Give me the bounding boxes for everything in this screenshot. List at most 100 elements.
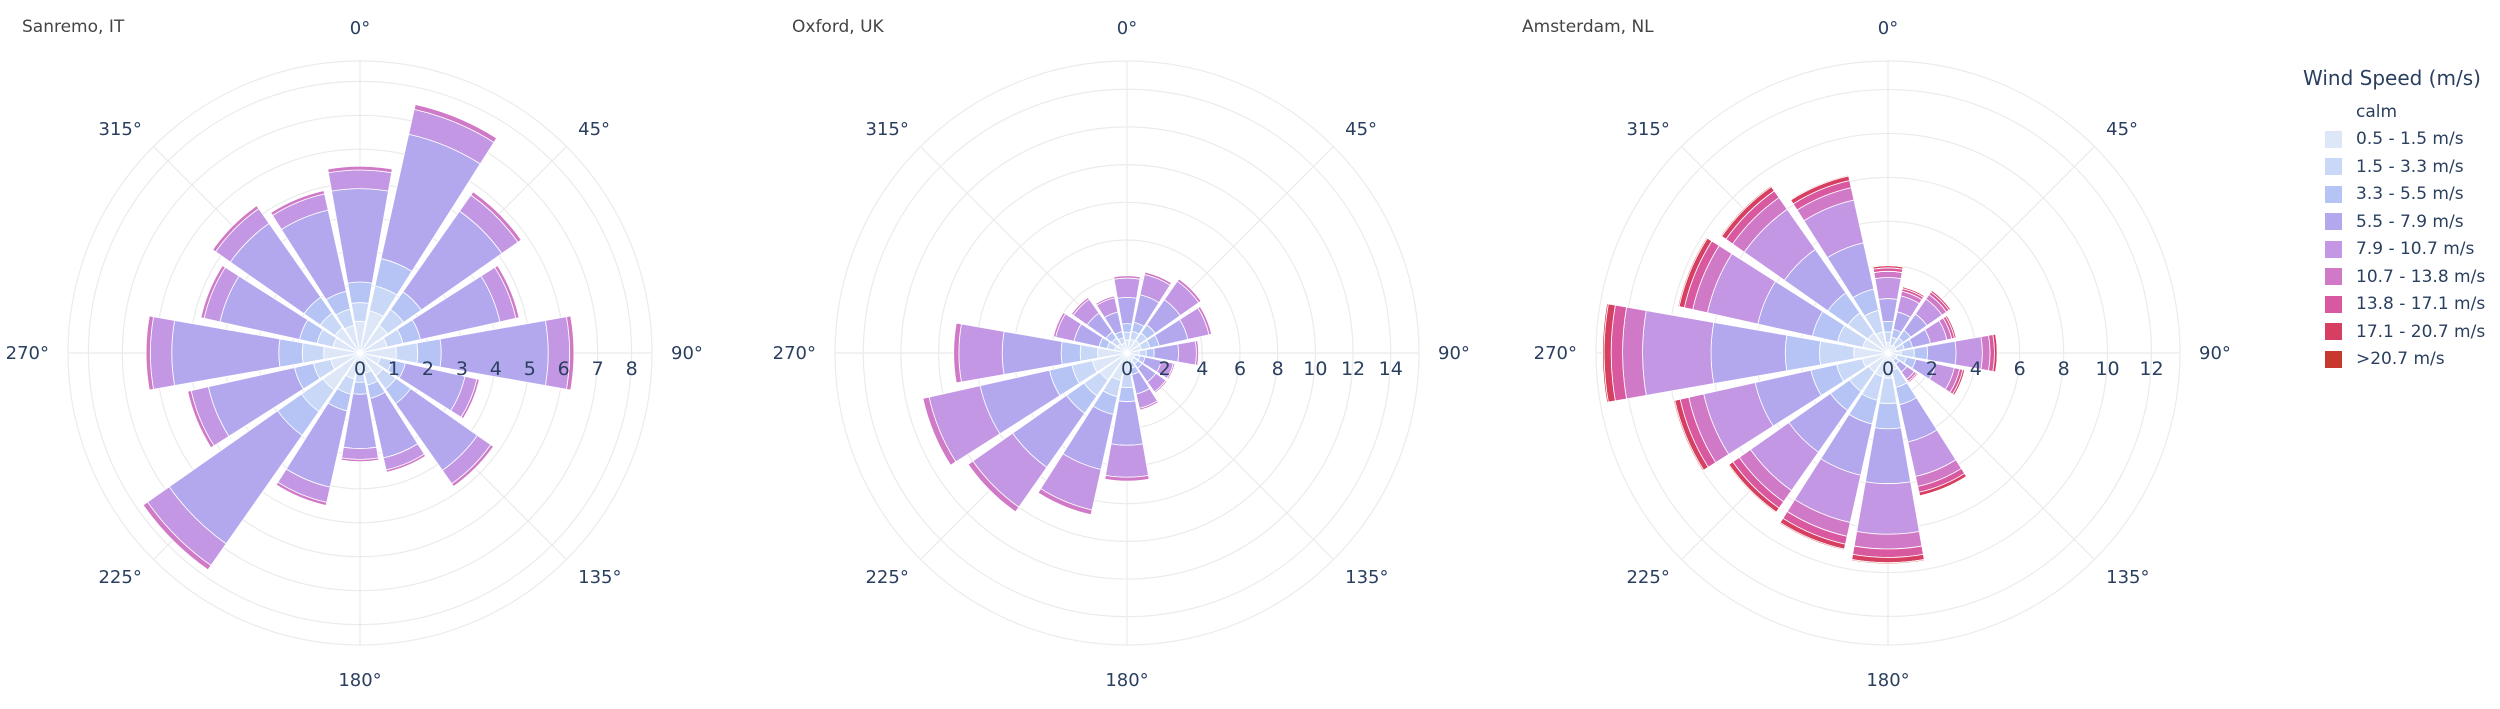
angular-tick-label: 135° [578, 567, 621, 588]
legend-label: 10.7 - 13.8 m/s [2356, 266, 2486, 287]
angular-tick-label: 225° [865, 567, 908, 588]
wind-bar-segment [1118, 386, 1136, 403]
wind-bar-segment [1779, 522, 1845, 551]
wind-bar-segment [1052, 312, 1066, 338]
wind-bar-segment [1060, 341, 1082, 365]
wind-bar-segment [278, 338, 304, 368]
wind-bar-segment [1980, 334, 1991, 372]
wind-bar-segment [1874, 402, 1902, 430]
wind-bar-segment [1110, 400, 1144, 446]
polar-subplot-1: 0 2 4 6 8 10 12 14 0° 45° 90° 135° 180° 225° 270° 315° [773, 18, 1470, 691]
wind-bar-segment [327, 169, 393, 192]
radial-tick-label: 0 [1882, 358, 1894, 380]
radial-tick-label: 6 [2014, 358, 2026, 380]
wind-bar-segment [1784, 334, 1821, 372]
radial-tick-label: 1 [388, 358, 400, 380]
radial-tick-label: 8 [2058, 358, 2070, 380]
radial-tick-label: 12 [2139, 358, 2163, 380]
wind-bar-segment [1194, 340, 1199, 366]
wind-bar-segment [470, 191, 522, 243]
legend-label: 7.9 - 10.7 m/s [2356, 239, 2475, 260]
wind-bar-segment [494, 265, 520, 319]
angular-tick-label: 90° [2199, 343, 2231, 364]
legend-item[interactable]: calm [2303, 98, 2493, 126]
legend-item[interactable]: 17.1 - 20.7 m/s [2303, 318, 2493, 346]
wind-bar-segment [1856, 481, 1920, 535]
wind-bar-segment [347, 281, 373, 304]
wind-bar-segment [1878, 298, 1898, 323]
legend-item[interactable]: 13.8 - 17.1 m/s [2303, 291, 2493, 319]
wind-bar-segment [187, 390, 215, 449]
wind-bar-segment [413, 103, 498, 143]
radial-tick-label: 2 [1159, 358, 1171, 380]
legend-item[interactable]: 7.9 - 10.7 m/s [2303, 236, 2493, 264]
wind-bar-segment [451, 444, 494, 487]
legend-title: Wind Speed (m/s) [2303, 66, 2481, 90]
legend-label: 17.1 - 20.7 m/s [2356, 321, 2486, 342]
wind-bar-segment [1037, 488, 1093, 516]
angular-tick-label: 45° [578, 119, 610, 140]
legend-item[interactable]: >20.7 m/s [2303, 346, 2493, 374]
legend-item[interactable]: 0.5 - 1.5 m/s [2303, 126, 2493, 154]
polar-subplot-2: 0 2 4 6 8 10 12 0° 45° 90° 135° 180° 225° 270° 315° [1534, 18, 2231, 691]
legend-label: calm [2356, 101, 2398, 122]
wind-bar-segment [1177, 340, 1197, 366]
angular-tick-label: 0° [350, 18, 370, 39]
legend-item[interactable]: 3.3 - 5.5 m/s [2303, 181, 2493, 209]
legend-item[interactable]: 10.7 - 13.8 m/s [2303, 263, 2493, 291]
legend-label: 1.5 - 3.3 m/s [2356, 156, 2464, 177]
wind-bar-segment [1113, 275, 1141, 280]
radial-tick-label: 5 [524, 358, 536, 380]
radial-tick-label: 4 [1196, 358, 1208, 380]
angular-tick-label: 0° [1878, 18, 1898, 39]
wind-bar-segment [953, 322, 962, 384]
wind-bar-segment [340, 457, 380, 462]
wind-bar-segment [1153, 379, 1168, 394]
wind-bar-segment [385, 453, 427, 473]
wind-bar-segment [1166, 362, 1176, 380]
legend-item[interactable]: 5.5 - 7.9 m/s [2303, 208, 2493, 236]
radial-tick-label: 8 [626, 358, 638, 380]
wind-bar-segment [1602, 303, 1609, 403]
wind-bar-segment [1919, 475, 1968, 498]
subplot-title-sanremo: Sanremo, IT [22, 17, 125, 37]
legend-item[interactable]: 1.5 - 3.3 m/s [2303, 153, 2493, 181]
wind-bar-segment [1727, 464, 1777, 514]
wind-bar-segment [1121, 323, 1133, 333]
legend-swatch [2325, 350, 2342, 368]
wind-bar-segment [350, 302, 370, 323]
legend-label: 5.5 - 7.9 m/s [2356, 211, 2464, 232]
subplot-title-oxford: Oxford, UK [792, 17, 884, 37]
wind-bar-segment [1995, 333, 1999, 373]
angular-tick-label: 315° [98, 119, 141, 140]
wind-bar-segment [270, 190, 326, 216]
wind-bar-segment [958, 323, 1005, 383]
legend-swatch [2325, 295, 2342, 313]
wind-bar-segment [1931, 289, 1952, 310]
legend-swatch [2325, 185, 2342, 203]
angular-tick-label: 90° [1438, 343, 1470, 364]
legend-label: 0.5 - 1.5 m/s [2356, 129, 2464, 150]
wind-bar-segment [1122, 331, 1132, 341]
wind-bar-segment [212, 205, 260, 253]
polar-subplot-0: 0 1 2 3 4 5 6 7 8 0° 45° 90° 135° 180° 225° 270° 315° [6, 18, 703, 691]
wind-bar-segment [1138, 349, 1147, 357]
angular-tick-label: 225° [98, 567, 141, 588]
legend: Wind Speed (m/s) calm 0.5 - 1.5 m/s 1.5 - … [2303, 66, 2493, 373]
angular-tick-label: 270° [773, 343, 816, 364]
wind-bar-segment [1070, 296, 1090, 316]
angular-tick-label: 135° [1345, 567, 1388, 588]
wind-bar-segment [1720, 185, 1772, 237]
legend-swatch [2325, 158, 2342, 176]
legend-swatch [2325, 268, 2342, 286]
radial-tick-label: 4 [490, 358, 502, 380]
wind-bar-segment [1104, 474, 1150, 482]
angular-tick-label: 270° [1534, 343, 1577, 364]
wind-bar-segment [1143, 271, 1173, 286]
wind-bar-segment [1145, 347, 1155, 359]
radial-tick-label: 2 [1926, 358, 1938, 380]
subplot-title-amsterdam: Amsterdam, NL [1522, 17, 1654, 37]
wind-bar-segment [1138, 400, 1159, 411]
wind-bar-segment [341, 446, 379, 460]
